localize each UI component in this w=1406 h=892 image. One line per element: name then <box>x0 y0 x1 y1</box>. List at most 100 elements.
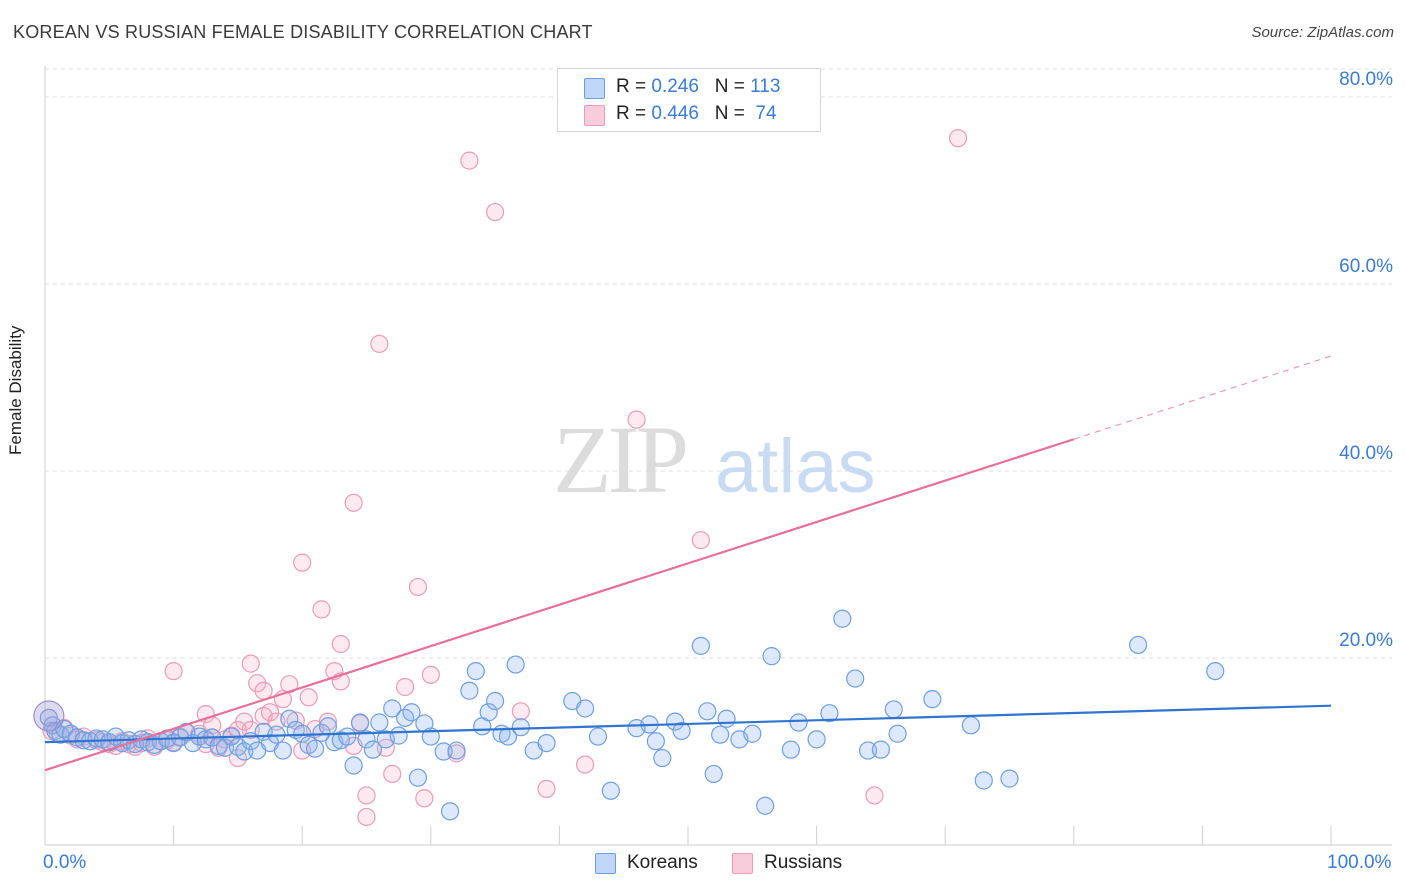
korean-point <box>408 768 428 787</box>
russian-point <box>248 674 267 693</box>
korean-point <box>888 724 907 743</box>
korean-point <box>312 723 331 742</box>
korean-point <box>858 741 878 760</box>
korean-point <box>383 699 402 718</box>
russian-point <box>241 654 260 673</box>
korean-point <box>537 733 556 753</box>
korean-point <box>511 718 530 737</box>
korean-point <box>871 740 891 759</box>
korean-point <box>601 781 620 800</box>
russian-point <box>415 789 434 808</box>
korean-point <box>350 713 370 732</box>
korean-point <box>756 796 775 815</box>
korean-point <box>762 647 781 666</box>
korean-point <box>338 727 357 746</box>
korean-point <box>440 802 460 821</box>
korean-point <box>646 732 665 751</box>
russian-point <box>318 712 338 731</box>
watermark-atlas: atlas <box>715 424 876 509</box>
korean-point <box>807 730 826 749</box>
y-tick-label: 60.0% <box>1339 256 1393 277</box>
russian-point <box>286 711 305 730</box>
correlation-legend: R = 0.246 N = 113 R = 0.446 N = 74 <box>557 68 821 132</box>
korean-point <box>781 740 800 759</box>
watermark-zip: ZIP <box>553 406 686 513</box>
russian-point <box>254 681 273 700</box>
korean-point <box>370 713 389 732</box>
russian-point <box>344 493 363 512</box>
korean-point <box>1000 769 1019 788</box>
russian-point <box>331 634 350 654</box>
bottom-legend-russians-label: Russians <box>764 852 843 873</box>
korean-point <box>576 699 595 718</box>
russian-point <box>293 553 312 572</box>
korean-point <box>588 727 608 746</box>
korean-point <box>466 662 485 681</box>
legend-r-label: R = <box>616 76 652 97</box>
y-tick-label: 20.0% <box>1339 630 1393 651</box>
korean-point <box>460 681 479 700</box>
y-tick-label: 40.0% <box>1339 443 1393 464</box>
legend-n-label: N = <box>714 76 751 97</box>
russian-point <box>357 786 376 805</box>
korean-point <box>235 742 254 761</box>
korean-point <box>215 738 235 757</box>
korean-point <box>434 742 453 761</box>
russian-point <box>312 600 331 619</box>
korean-point <box>666 712 685 731</box>
legend-r-label: R = <box>616 103 652 124</box>
bottom-legend-koreans-label: Koreans <box>627 852 698 873</box>
legend-r-value-russians: 0.446 <box>651 103 699 124</box>
korean-point <box>273 741 293 760</box>
russian-trend-extension <box>1073 355 1332 440</box>
russian-point <box>948 129 968 148</box>
russian-point <box>370 334 389 353</box>
korean-point <box>357 730 376 749</box>
russian-point <box>691 531 710 550</box>
russian-swatch <box>732 853 753 874</box>
korean-swatch <box>584 78 605 99</box>
korean-point <box>704 764 723 784</box>
russian-trend-line <box>44 438 1075 772</box>
y-tick-label: 80.0% <box>1339 69 1393 90</box>
russian-point <box>421 665 440 684</box>
x-axis-max-label: 100.0% <box>1327 852 1392 873</box>
watermark: ZIP atlas <box>553 406 876 513</box>
korean-points <box>33 609 1225 821</box>
korean-point <box>846 669 865 688</box>
korean-point <box>711 725 730 744</box>
korean-point <box>305 739 325 758</box>
korean-point <box>691 636 710 655</box>
russian-point <box>537 779 556 799</box>
russian-point <box>460 151 479 170</box>
russian-point <box>383 764 402 784</box>
korean-point <box>789 713 808 732</box>
gridlines <box>45 68 1392 659</box>
korean-point <box>344 756 363 775</box>
korean-point <box>884 700 903 719</box>
korean-point <box>486 691 505 711</box>
y-axis-label: Female Disability <box>6 325 25 455</box>
korean-point <box>820 704 839 723</box>
korean-point <box>717 709 736 728</box>
korean-point <box>653 748 672 768</box>
russian-point <box>299 688 318 707</box>
y-tick-labels: 20.0% 40.0% 60.0% 80.0% <box>1339 69 1393 651</box>
x-axis-min-label: 0.0% <box>43 852 87 873</box>
russian-point <box>865 786 884 805</box>
korean-point <box>447 741 466 760</box>
russian-point <box>357 807 376 827</box>
cluster-point <box>33 700 65 732</box>
russian-point <box>395 677 415 697</box>
korean-point <box>743 724 762 743</box>
korean-point <box>672 721 691 741</box>
korean-point <box>479 703 498 722</box>
korean-point <box>318 717 338 736</box>
korean-trend-line <box>44 704 1332 744</box>
russian-point <box>486 202 505 222</box>
russian-point <box>260 703 280 722</box>
chart-title: KOREAN VS RUSSIAN FEMALE DISABILITY CORR… <box>13 22 593 42</box>
russian-point <box>164 662 183 681</box>
korean-point <box>961 716 981 735</box>
